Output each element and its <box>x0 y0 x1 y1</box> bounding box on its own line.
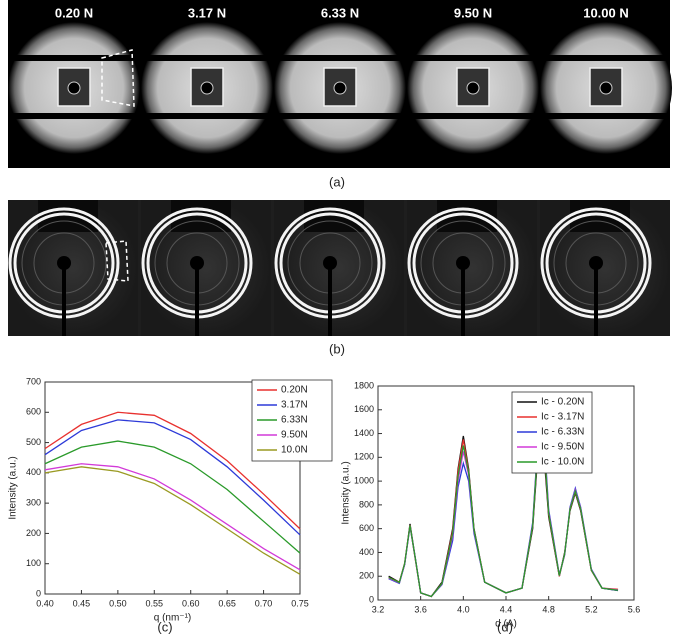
x-tick-label: 3.2 <box>372 604 385 614</box>
load-label: 10.00 N <box>583 5 629 20</box>
plot-frame <box>44 381 301 595</box>
y-tick-label: 300 <box>26 498 41 508</box>
y-tick-label: 0 <box>36 588 41 598</box>
beamstop-center <box>67 81 81 95</box>
beamstop-arm <box>328 263 332 336</box>
beam-bar <box>8 55 138 61</box>
beam-bar <box>141 113 271 119</box>
x-tick-label: 4.4 <box>500 604 513 614</box>
x-tick-label: 5.2 <box>585 604 598 614</box>
beamstop-arm <box>195 263 199 336</box>
beamstop-center <box>200 81 214 95</box>
beamstop-center <box>333 81 347 95</box>
caption: (c) <box>157 619 172 634</box>
data-line <box>44 419 301 536</box>
beam-bar <box>540 55 670 61</box>
legend-label: 6.33N <box>281 415 308 426</box>
legend-label: 0.20N <box>281 385 308 396</box>
y-tick-label: 0 <box>369 594 374 604</box>
roi-box <box>101 49 135 107</box>
y-axis-label: Intensity (a.u.) <box>341 461 352 524</box>
y-tick-label: 100 <box>26 558 41 568</box>
y-axis-label: Intensity (a.u.) <box>8 456 19 519</box>
beam-bar <box>540 113 670 119</box>
y-tick-label: 700 <box>26 376 41 386</box>
x-tick-label: 3.6 <box>414 604 427 614</box>
legend-label: 10.0N <box>281 445 308 456</box>
legend-label: Ic - 6.33N <box>541 427 584 438</box>
x-tick-label: 0.50 <box>109 598 127 608</box>
data-line <box>44 463 301 571</box>
y-tick-label: 200 <box>359 571 374 581</box>
data-line <box>388 431 619 598</box>
beamstop-arm <box>62 263 66 336</box>
legend-label: 3.17N <box>281 400 308 411</box>
beam-bar <box>407 113 537 119</box>
beamstop-center <box>466 81 480 95</box>
x-axis-label: d (A) <box>495 619 517 630</box>
beamstop-arm <box>461 263 465 336</box>
load-label: 6.33 N <box>321 5 359 20</box>
x-tick-label: 5.6 <box>628 604 641 614</box>
y-tick-label: 600 <box>359 523 374 533</box>
y-tick-label: 800 <box>359 499 374 509</box>
load-label: 9.50 N <box>454 5 492 20</box>
y-tick-label: 400 <box>26 467 41 477</box>
legend-label: 9.50N <box>281 430 308 441</box>
y-tick-label: 200 <box>26 528 41 538</box>
y-tick-label: 1000 <box>354 475 374 485</box>
data-line <box>44 411 301 530</box>
x-tick-label: 4.8 <box>542 604 555 614</box>
y-tick-label: 600 <box>26 407 41 417</box>
y-tick-label: 500 <box>26 437 41 447</box>
x-tick-label: 0.40 <box>36 598 54 608</box>
legend-label: Ic - 9.50N <box>541 442 584 453</box>
legend-label: Ic - 10.0N <box>541 457 584 468</box>
data-line <box>44 466 301 575</box>
roi-box <box>105 240 129 282</box>
beamstop-center <box>599 81 613 95</box>
beam-bar <box>274 113 404 119</box>
legend-label: Ic - 0.20N <box>541 397 584 408</box>
beam-bar <box>407 55 537 61</box>
x-tick-label: 0.70 <box>255 598 273 608</box>
x-tick-label: 0.55 <box>146 598 164 608</box>
x-axis-label: q (nm⁻¹) <box>154 613 192 624</box>
caption: (a) <box>329 174 345 189</box>
y-tick-label: 1200 <box>354 452 374 462</box>
beam-bar <box>274 55 404 61</box>
x-tick-label: 0.45 <box>73 598 91 608</box>
x-tick-label: 0.65 <box>218 598 236 608</box>
y-tick-label: 1400 <box>354 428 374 438</box>
load-label: 3.17 N <box>188 5 226 20</box>
y-tick-label: 1600 <box>354 404 374 414</box>
y-tick-label: 1800 <box>354 380 374 390</box>
y-tick-label: 400 <box>359 547 374 557</box>
x-tick-label: 0.60 <box>182 598 200 608</box>
x-tick-label: 0.75 <box>291 598 309 608</box>
load-label: 0.20 N <box>55 5 93 20</box>
beamstop-arm <box>594 263 598 336</box>
beam-bar <box>141 55 271 61</box>
beam-bar <box>8 113 138 119</box>
legend-label: Ic - 3.17N <box>541 412 584 423</box>
caption: (d) <box>497 619 513 634</box>
x-tick-label: 4.0 <box>457 604 470 614</box>
data-line <box>44 440 301 554</box>
caption: (b) <box>329 341 345 356</box>
